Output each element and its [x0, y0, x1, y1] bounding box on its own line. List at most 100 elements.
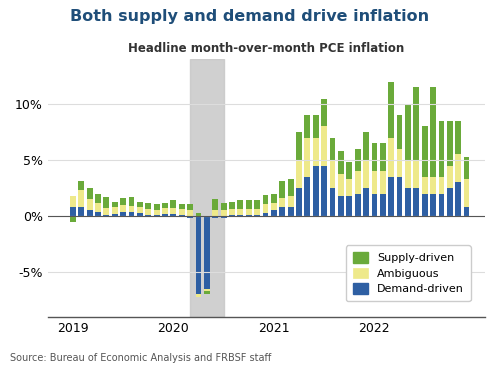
Bar	[120, 205, 126, 212]
Bar	[464, 207, 469, 216]
Bar	[154, 204, 160, 211]
Bar	[146, 215, 151, 216]
Bar	[372, 194, 378, 216]
Bar	[262, 213, 268, 216]
Bar	[438, 177, 444, 194]
Bar	[238, 215, 244, 216]
Bar	[288, 196, 294, 207]
Bar	[146, 210, 151, 215]
Bar	[288, 179, 294, 196]
Bar	[438, 194, 444, 216]
Bar	[280, 207, 285, 216]
Bar	[396, 115, 402, 149]
Bar	[405, 104, 411, 160]
Bar	[246, 215, 252, 216]
Bar	[372, 171, 378, 194]
Bar	[422, 194, 428, 216]
Bar	[322, 127, 327, 166]
Bar	[372, 143, 378, 171]
Bar	[414, 188, 419, 216]
Text: Source: Bureau of Economic Analysis and FRBSF staff: Source: Bureau of Economic Analysis and …	[10, 353, 271, 363]
Bar	[288, 207, 294, 216]
Bar	[355, 149, 360, 171]
Bar	[363, 188, 369, 216]
Bar	[162, 208, 168, 214]
Bar	[70, 216, 76, 222]
Bar	[447, 166, 452, 188]
Bar	[304, 115, 310, 138]
Bar	[262, 204, 268, 213]
Text: Both supply and demand drive inflation: Both supply and demand drive inflation	[70, 9, 430, 24]
Bar	[464, 157, 469, 179]
Bar	[380, 194, 386, 216]
Bar	[229, 201, 235, 210]
Bar	[128, 197, 134, 206]
Bar	[128, 212, 134, 216]
Bar	[422, 127, 428, 177]
Bar	[254, 210, 260, 215]
Bar	[313, 166, 318, 216]
Bar	[338, 196, 344, 216]
Bar	[296, 132, 302, 160]
Bar	[271, 194, 277, 203]
Bar	[414, 87, 419, 160]
Bar	[104, 197, 110, 208]
Bar	[254, 200, 260, 210]
Bar	[78, 190, 84, 207]
Bar	[280, 198, 285, 207]
Bar	[313, 138, 318, 166]
Bar	[86, 211, 92, 216]
Bar	[322, 99, 327, 127]
Bar	[70, 196, 76, 207]
Bar	[179, 204, 184, 210]
Bar	[346, 196, 352, 216]
Bar	[196, 295, 202, 297]
Bar	[162, 214, 168, 216]
Bar	[229, 210, 235, 215]
Bar	[104, 215, 110, 216]
Bar	[380, 171, 386, 194]
Bar	[464, 179, 469, 207]
Bar	[196, 213, 202, 216]
Bar	[162, 203, 168, 208]
Bar	[330, 138, 336, 160]
Bar	[154, 215, 160, 216]
Bar	[355, 194, 360, 216]
Bar	[112, 214, 117, 216]
Bar	[456, 121, 461, 154]
Bar	[179, 210, 184, 215]
Bar	[447, 188, 452, 216]
Bar	[422, 177, 428, 194]
Bar	[304, 138, 310, 177]
Bar	[137, 201, 143, 207]
Bar	[204, 289, 210, 291]
Bar	[338, 151, 344, 173]
Bar	[262, 195, 268, 204]
Bar	[322, 166, 327, 216]
Bar	[146, 203, 151, 210]
Bar	[447, 121, 452, 166]
Bar	[104, 208, 110, 215]
Bar	[220, 203, 226, 211]
Bar	[238, 210, 244, 215]
Bar	[388, 177, 394, 216]
Bar	[112, 207, 117, 214]
Bar	[212, 211, 218, 216]
Bar	[355, 171, 360, 194]
Bar	[170, 208, 176, 214]
Bar	[456, 154, 461, 182]
Bar	[405, 160, 411, 188]
Bar	[456, 182, 461, 216]
Bar	[380, 143, 386, 171]
Bar	[220, 211, 226, 216]
Bar	[120, 212, 126, 216]
Bar	[388, 82, 394, 138]
Bar	[330, 160, 336, 188]
Bar	[78, 207, 84, 216]
Bar	[430, 194, 436, 216]
Bar	[95, 203, 101, 212]
Bar	[271, 203, 277, 211]
Bar	[430, 87, 436, 177]
Bar	[128, 206, 134, 212]
Bar	[120, 198, 126, 205]
